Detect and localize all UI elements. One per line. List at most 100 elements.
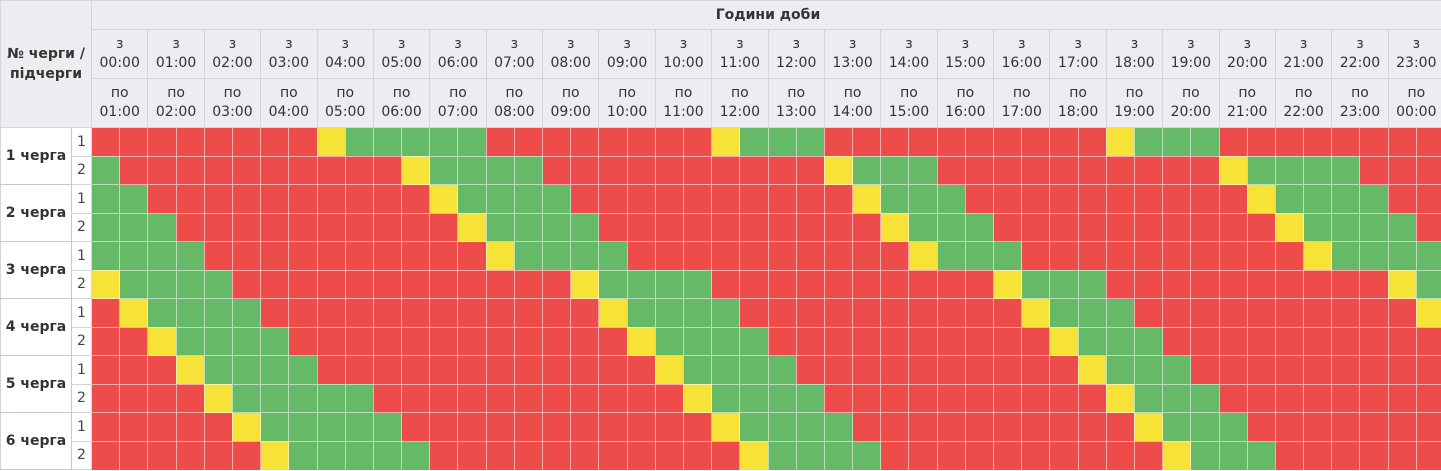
schedule-cell-off	[513, 298, 543, 327]
schedule-cell-on	[654, 326, 684, 356]
schedule-cell-on	[119, 212, 148, 242]
schedule-cell-off	[1021, 326, 1050, 356]
hour-from-time: 07:00	[494, 55, 535, 71]
hour-to-time: 19:00	[1114, 104, 1155, 120]
hour-to-time: 09:00	[550, 104, 591, 120]
schedule-cell-off	[1021, 155, 1050, 185]
schedule-cell-on	[1190, 440, 1219, 470]
schedule-cell-off	[1331, 440, 1360, 470]
schedule-cell-possible	[316, 127, 346, 156]
hour-to-cell: по 21:00	[1218, 78, 1276, 128]
schedule-cell-on	[1331, 212, 1360, 242]
schedule-cell-off	[203, 412, 233, 441]
schedule-cell-off	[401, 241, 430, 270]
hour-to-time: 20:00	[1170, 104, 1211, 120]
schedule-cell-on	[316, 383, 346, 413]
schedule-cell-off	[1246, 326, 1276, 356]
schedule-cell-off	[1303, 355, 1332, 384]
schedule-cell-off	[964, 326, 994, 356]
schedule-cell-off	[654, 412, 684, 441]
schedule-cell-on	[795, 127, 825, 156]
schedule-cell-off	[1133, 440, 1163, 470]
hour-to-prefix: по	[110, 85, 129, 101]
schedule-cell-off	[964, 184, 994, 213]
schedule-cell-on	[1105, 298, 1135, 327]
schedule-cell-off	[401, 184, 430, 213]
schedule-cell-off	[457, 298, 487, 327]
hour-to-time: 13:00	[776, 104, 817, 120]
schedule-cell-on	[767, 383, 797, 413]
schedule-cell-off	[1359, 440, 1389, 470]
schedule-cell-off	[598, 440, 628, 470]
schedule-cell-off	[852, 412, 881, 441]
schedule-cell-off	[570, 155, 599, 185]
schedule-cell-off	[401, 212, 430, 242]
schedule-cell-off	[1387, 326, 1417, 356]
schedule-cell-off	[739, 269, 768, 299]
schedule-cell-off	[119, 155, 148, 185]
schedule-cell-off	[429, 298, 458, 327]
schedule-cell-off	[260, 184, 289, 213]
schedule-cell-on	[90, 212, 120, 242]
schedule-cell-off	[344, 155, 374, 185]
schedule-cell-on	[739, 326, 768, 356]
hour-to-cell: по 11:00	[654, 78, 713, 128]
hour-from-prefix: з	[1187, 36, 1195, 52]
subqueue-label: 1	[71, 184, 92, 214]
schedule-cell-off	[147, 184, 177, 213]
schedule-cell-possible	[1105, 383, 1135, 413]
schedule-cell-possible	[1049, 326, 1079, 356]
schedule-cell-off	[682, 212, 712, 242]
hour-to-prefix: по	[956, 85, 975, 101]
schedule-cell-on	[231, 355, 261, 384]
schedule-cell-off	[1246, 383, 1276, 413]
schedule-cell-on	[1387, 212, 1417, 242]
schedule-cell-off	[1274, 383, 1304, 413]
schedule-cell-off	[1021, 212, 1050, 242]
schedule-cell-off	[711, 155, 740, 185]
schedule-cell-on	[1359, 241, 1389, 270]
schedule-cell-off	[852, 212, 881, 242]
schedule-cell-off	[654, 212, 684, 242]
schedule-cell-off	[260, 269, 289, 299]
hour-from-cell: з 20:00	[1218, 29, 1276, 79]
schedule-cell-off	[598, 127, 628, 156]
schedule-cell-off	[908, 127, 938, 156]
hour-to-cell: по 08:00	[485, 78, 544, 128]
hour-to-time: 04:00	[268, 104, 309, 120]
hour-to-time: 17:00	[1001, 104, 1042, 120]
schedule-cell-on	[175, 298, 205, 327]
schedule-cell-off	[1387, 355, 1417, 384]
schedule-cell-on	[372, 412, 402, 441]
schedule-cell-off	[1415, 412, 1441, 441]
schedule-cell-off	[1246, 412, 1276, 441]
hour-to-row: по 01:00 по 02:00 по 03:00 по 04:00 по 05:00 по 06:…	[1, 78, 1441, 128]
subqueue-label: 2	[71, 440, 92, 470]
schedule-cell-off	[852, 326, 881, 356]
schedule-cell-on	[203, 355, 233, 384]
schedule-cell-off	[429, 355, 458, 384]
schedule-cell-off	[908, 355, 938, 384]
schedule-cell-off	[936, 383, 966, 413]
schedule-cell-off	[344, 241, 374, 270]
schedule-cell-possible	[429, 184, 458, 213]
schedule-cell-off	[1218, 355, 1248, 384]
schedule-cell-off	[880, 326, 909, 356]
schedule-cell-off	[1274, 440, 1304, 470]
schedule-cell-off	[372, 184, 402, 213]
schedule-cell-on	[908, 212, 938, 242]
hour-to-time: 05:00	[325, 104, 366, 120]
schedule-cell-off	[457, 355, 487, 384]
schedule-cell-off	[1303, 269, 1332, 299]
schedule-cell-off	[654, 440, 684, 470]
schedule-cell-off	[175, 440, 205, 470]
schedule-cell-off	[570, 412, 599, 441]
hour-from-time: 08:00	[550, 55, 591, 71]
schedule-cell-on	[231, 383, 261, 413]
schedule-cell-off	[795, 155, 825, 185]
schedule-cell-on	[711, 298, 740, 327]
schedule-cell-off	[626, 127, 656, 156]
hour-from-time: 17:00	[1057, 55, 1099, 71]
schedule-cell-off	[203, 212, 233, 242]
schedule-cell-off	[992, 326, 1022, 356]
